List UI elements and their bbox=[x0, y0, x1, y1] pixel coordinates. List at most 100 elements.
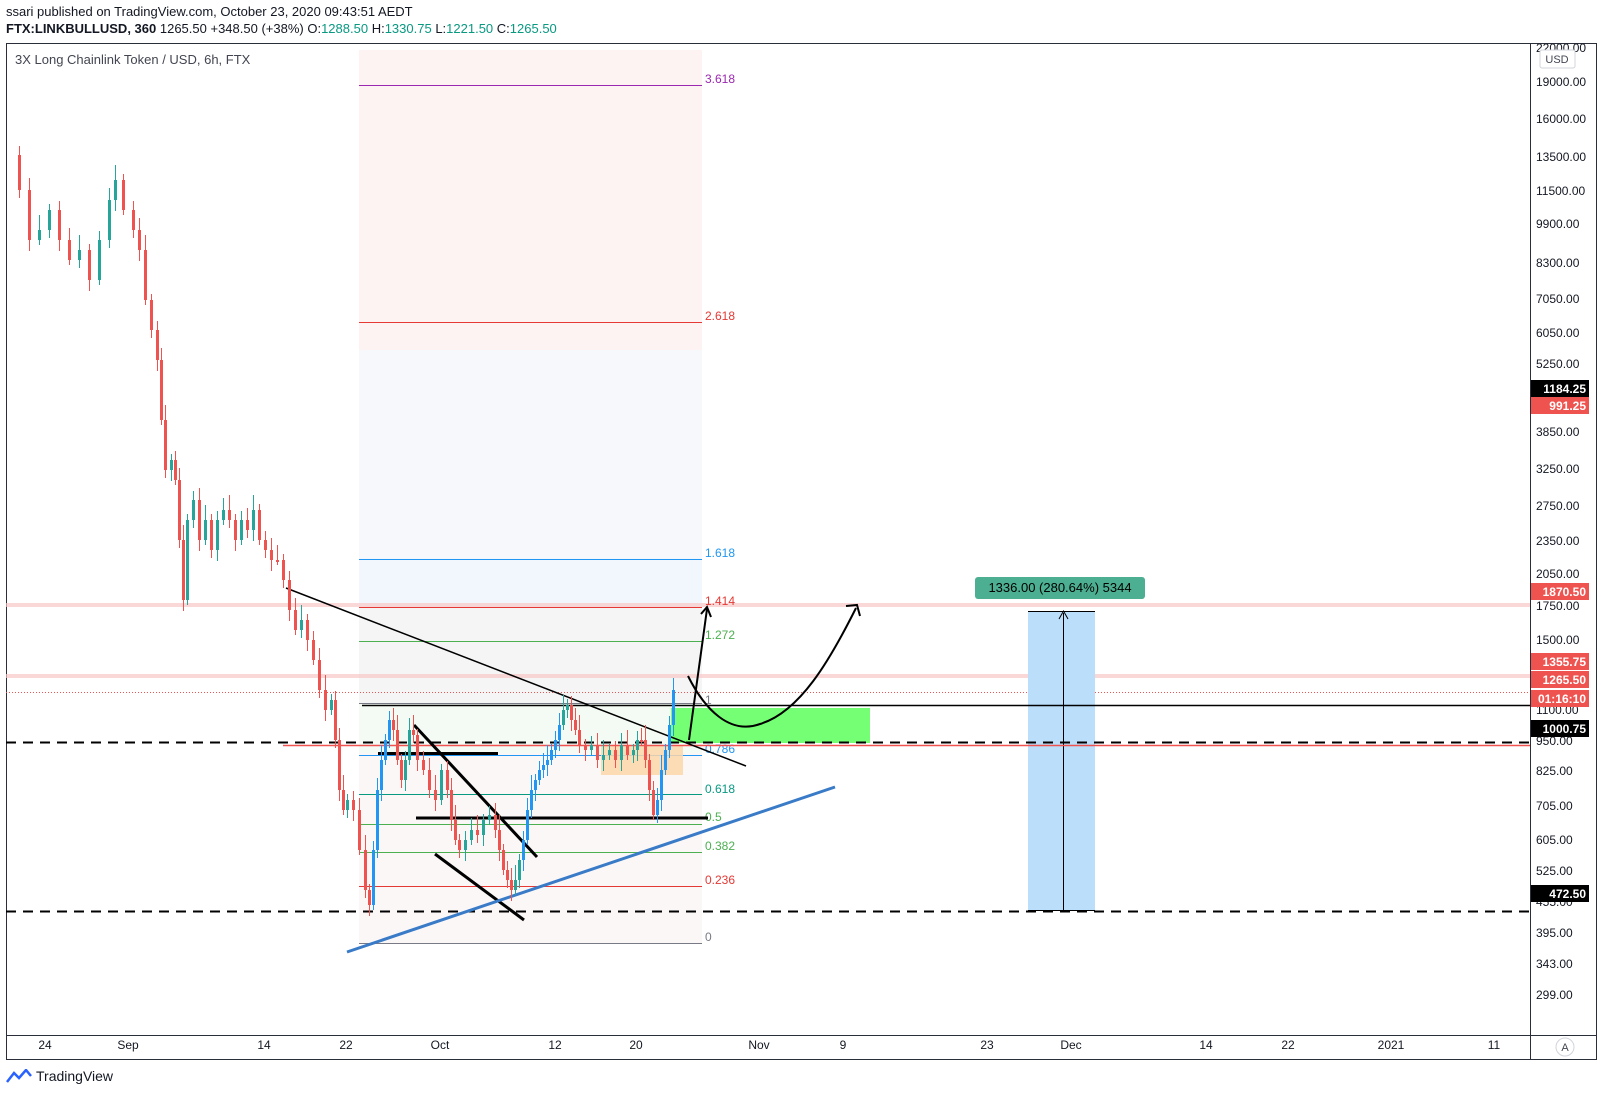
price-label-badge bbox=[1531, 380, 1589, 397]
price-label-text: 1184.25 bbox=[1543, 382, 1586, 396]
close-value: 1265.50 bbox=[509, 21, 557, 36]
candle-body bbox=[138, 230, 141, 250]
time-tick-label: 24 bbox=[38, 1038, 52, 1052]
time-axis[interactable]: 24 Sep 14 22 Oct 12 20 Nov 9 23 Dec 14 22 2021 11 bbox=[38, 1038, 1500, 1052]
time-tick-label: Oct bbox=[431, 1038, 450, 1052]
price-axis[interactable]: 22000.0019000.0016000.0013500.0011500.00… bbox=[1536, 41, 1586, 1002]
wedge-upper-line[interactable] bbox=[412, 723, 539, 859]
price-tick-label: 1500.00 bbox=[1536, 633, 1580, 647]
candlestick-series[interactable] bbox=[18, 146, 675, 916]
candle-body bbox=[368, 890, 371, 905]
time-tick-label: 14 bbox=[257, 1038, 271, 1052]
candle-body bbox=[78, 250, 81, 260]
candle-body bbox=[502, 850, 505, 870]
price-range-box[interactable] bbox=[1028, 611, 1095, 911]
candle-body bbox=[652, 790, 655, 815]
candle-body bbox=[440, 770, 443, 800]
candle-body bbox=[372, 850, 375, 905]
candle-body bbox=[494, 815, 497, 830]
fib-zone-top bbox=[359, 50, 702, 350]
candle-body bbox=[522, 840, 525, 860]
candle-body bbox=[404, 760, 407, 780]
candle-body bbox=[400, 760, 403, 780]
candle-body bbox=[376, 790, 379, 850]
candle-body bbox=[672, 690, 675, 725]
high-value: 1330.75 bbox=[384, 21, 432, 36]
price-label-text: 472.50 bbox=[1549, 887, 1586, 901]
candle-body bbox=[338, 740, 341, 790]
time-tick-label: Dec bbox=[1060, 1038, 1081, 1052]
candle-body bbox=[114, 180, 117, 200]
candle-body bbox=[458, 840, 461, 850]
fib-level-label: 0.382 bbox=[705, 839, 735, 853]
candle-body bbox=[38, 230, 41, 240]
price-label-badge bbox=[1531, 720, 1589, 737]
time-tick-label: 22 bbox=[1281, 1038, 1295, 1052]
candle-body bbox=[330, 700, 333, 710]
price-label-text: 1870.50 bbox=[1543, 585, 1587, 599]
candle-body bbox=[192, 500, 195, 520]
candle-body bbox=[98, 240, 101, 280]
candle-body bbox=[664, 750, 667, 770]
candle-body bbox=[450, 790, 453, 820]
price-tick-label: 2350.00 bbox=[1536, 534, 1580, 548]
footer-brand-text: TradingView bbox=[36, 1068, 114, 1084]
candle-body bbox=[574, 720, 577, 730]
candle-body bbox=[174, 460, 177, 480]
candle-body bbox=[596, 745, 599, 760]
candle-body bbox=[558, 725, 561, 740]
candle-body bbox=[550, 750, 553, 760]
price-tick-label: 525.00 bbox=[1536, 864, 1573, 878]
candle-body bbox=[396, 730, 399, 760]
price-tick-label: 7050.00 bbox=[1536, 292, 1580, 306]
candle-body bbox=[324, 690, 327, 710]
price-label-badge bbox=[1531, 583, 1589, 600]
time-tick-label: 2021 bbox=[1378, 1038, 1405, 1052]
wedge-lower-line[interactable] bbox=[434, 852, 525, 922]
price-labels: 1184.25 991.25 1870.50 1355.75 1265.50 01:16:… bbox=[1531, 380, 1589, 902]
price-tick-label: 19000.00 bbox=[1536, 75, 1586, 89]
footer-brand[interactable]: TradingView bbox=[6, 1068, 113, 1084]
candle-body bbox=[392, 720, 395, 730]
candle-body bbox=[300, 620, 303, 630]
auto-scale-button[interactable] bbox=[1555, 1037, 1575, 1057]
candle-body bbox=[562, 710, 565, 725]
chart-title: 3X Long Chainlink Token / USD, 6h, FTX bbox=[15, 52, 251, 67]
candle-body bbox=[470, 830, 473, 840]
currency-button[interactable] bbox=[1539, 49, 1576, 69]
candle-body bbox=[542, 765, 545, 770]
candle-body bbox=[412, 730, 415, 735]
candle-body bbox=[352, 800, 355, 810]
candle-body bbox=[198, 500, 201, 540]
candle-body bbox=[530, 790, 533, 810]
candle-body bbox=[554, 740, 557, 750]
support-zone[interactable] bbox=[601, 746, 683, 775]
candle-body bbox=[488, 815, 491, 820]
price-label-badge bbox=[1531, 885, 1589, 902]
measure-label-box bbox=[975, 577, 1145, 599]
candle-body bbox=[640, 740, 643, 742]
candle-body bbox=[656, 800, 659, 815]
candle-body bbox=[446, 770, 449, 790]
candle-body bbox=[422, 760, 425, 770]
candle-body bbox=[498, 830, 501, 850]
candle-body bbox=[526, 810, 529, 840]
target-zone[interactable] bbox=[671, 708, 870, 743]
price-tick-label: 950.00 bbox=[1536, 734, 1573, 748]
measure-label: 1336.00 (280.64%) 5344 bbox=[988, 580, 1131, 595]
candle-body bbox=[364, 850, 367, 890]
candle-body bbox=[170, 460, 173, 470]
projection-arrow-2[interactable] bbox=[687, 607, 857, 728]
fib-zone-1414 bbox=[359, 608, 702, 703]
ascending-trendline[interactable] bbox=[346, 785, 836, 954]
candle-body bbox=[294, 610, 297, 630]
candle-body bbox=[346, 800, 349, 810]
fib-level-label: 0 bbox=[705, 930, 712, 944]
price-label-badge bbox=[1531, 397, 1589, 414]
candle-body bbox=[506, 870, 509, 880]
projection-arrow-1[interactable] bbox=[688, 608, 708, 741]
candle-body bbox=[454, 820, 457, 840]
candle-body bbox=[282, 560, 285, 580]
candle-body bbox=[306, 620, 309, 640]
